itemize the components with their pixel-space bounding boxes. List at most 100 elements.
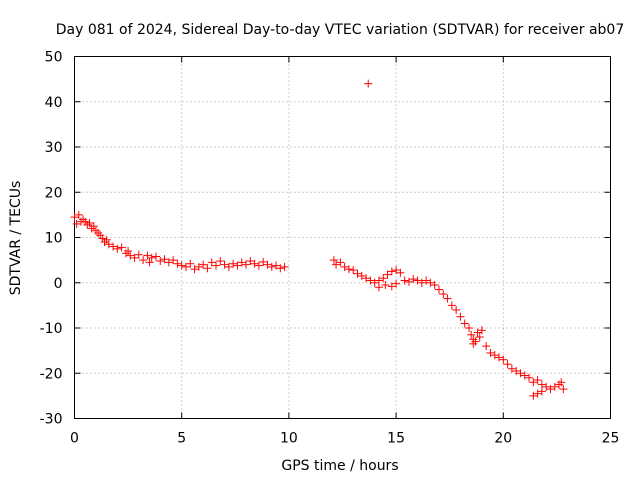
- data-point: [422, 276, 431, 285]
- data-point: [70, 213, 79, 222]
- x-tick-label: 20: [494, 431, 512, 447]
- data-point: [87, 224, 96, 233]
- data-point: [194, 262, 203, 271]
- data-point: [516, 369, 525, 378]
- data-point: [460, 319, 469, 328]
- y-axis-label: SDTVAR / TECUs: [8, 181, 24, 296]
- data-point: [546, 385, 555, 394]
- data-point: [124, 247, 133, 256]
- data-point: [147, 253, 156, 262]
- data-point: [79, 215, 88, 224]
- data-point: [447, 301, 456, 310]
- data-point: [164, 258, 173, 267]
- x-tick-label: 15: [387, 431, 405, 447]
- grid: [74, 56, 611, 419]
- data-point: [529, 391, 538, 400]
- data-point: [490, 351, 499, 360]
- data-point: [83, 220, 92, 229]
- data-point: [559, 385, 568, 394]
- data-point: [229, 259, 238, 268]
- data-point: [507, 364, 516, 373]
- data-point: [471, 337, 480, 346]
- data-point: [233, 261, 242, 270]
- data-point: [220, 260, 229, 269]
- data-point: [469, 339, 478, 348]
- data-point: [555, 380, 564, 389]
- y-tick-label: 0: [54, 276, 63, 292]
- data-point: [349, 266, 358, 275]
- data-point: [96, 231, 105, 240]
- data-point: [100, 238, 109, 247]
- x-axis-label: GPS time / hours: [281, 458, 398, 474]
- y-tick-label: 20: [45, 185, 63, 201]
- data-point: [74, 210, 83, 219]
- data-point: [207, 258, 216, 267]
- data-point: [473, 328, 482, 337]
- data-point: [216, 257, 225, 266]
- data-point: [181, 262, 190, 271]
- data-point: [525, 373, 534, 382]
- data-point: [409, 275, 418, 284]
- data-point: [364, 79, 373, 88]
- data-point: [392, 279, 401, 288]
- data-point: [109, 242, 118, 251]
- data-point: [250, 259, 259, 268]
- data-point: [190, 265, 199, 274]
- chart-title: Day 081 of 2024, Sidereal Day-to-day VTE…: [56, 22, 625, 38]
- data-point: [542, 382, 551, 391]
- data-point: [387, 282, 396, 291]
- x-tick-label: 5: [177, 431, 186, 447]
- data-point: [529, 378, 538, 387]
- data-point: [486, 348, 495, 357]
- data-point: [475, 333, 484, 342]
- data-point: [512, 366, 521, 375]
- x-tick-labels: 0 5 10 15 20 25: [70, 431, 619, 447]
- y-tick-label: 10: [45, 231, 63, 247]
- y-tick-label: -30: [40, 412, 63, 428]
- data-point: [145, 258, 154, 267]
- data-point: [443, 294, 452, 303]
- data-point: [203, 264, 212, 273]
- data-point: [503, 360, 512, 369]
- data-point: [499, 355, 508, 364]
- data-point: [550, 382, 559, 391]
- data-point: [426, 278, 435, 287]
- data-point: [336, 258, 345, 267]
- data-point: [237, 258, 246, 267]
- data-point: [464, 324, 473, 332]
- data-point: [537, 387, 546, 396]
- data-point: [430, 281, 439, 290]
- data-point: [400, 276, 409, 285]
- data-point: [280, 262, 289, 271]
- data-point: [366, 276, 375, 285]
- data-point: [85, 219, 94, 228]
- data-point: [276, 264, 285, 273]
- data-point: [387, 267, 396, 276]
- data-point: [267, 262, 276, 271]
- data-point: [186, 259, 195, 268]
- data-point: [117, 243, 126, 252]
- data-point: [417, 278, 426, 287]
- data-point: [434, 285, 443, 294]
- data-point: [173, 259, 182, 268]
- data-point: [495, 353, 504, 362]
- data-point: [104, 240, 113, 249]
- data-point: [102, 235, 111, 244]
- plot-frame: [74, 56, 611, 419]
- data-point: [212, 261, 221, 270]
- data-point: [98, 234, 107, 243]
- data-point: [81, 217, 90, 226]
- data-point: [477, 326, 486, 335]
- data-point: [263, 260, 272, 269]
- data-point: [72, 219, 81, 228]
- data-point: [91, 226, 100, 235]
- data-point: [126, 251, 135, 260]
- data-point: [374, 283, 383, 292]
- data-point: [224, 262, 233, 271]
- data-point: [452, 305, 461, 314]
- data-point: [482, 342, 491, 351]
- data-point: [533, 389, 542, 398]
- data-point: [242, 260, 251, 269]
- data-point: [113, 244, 122, 253]
